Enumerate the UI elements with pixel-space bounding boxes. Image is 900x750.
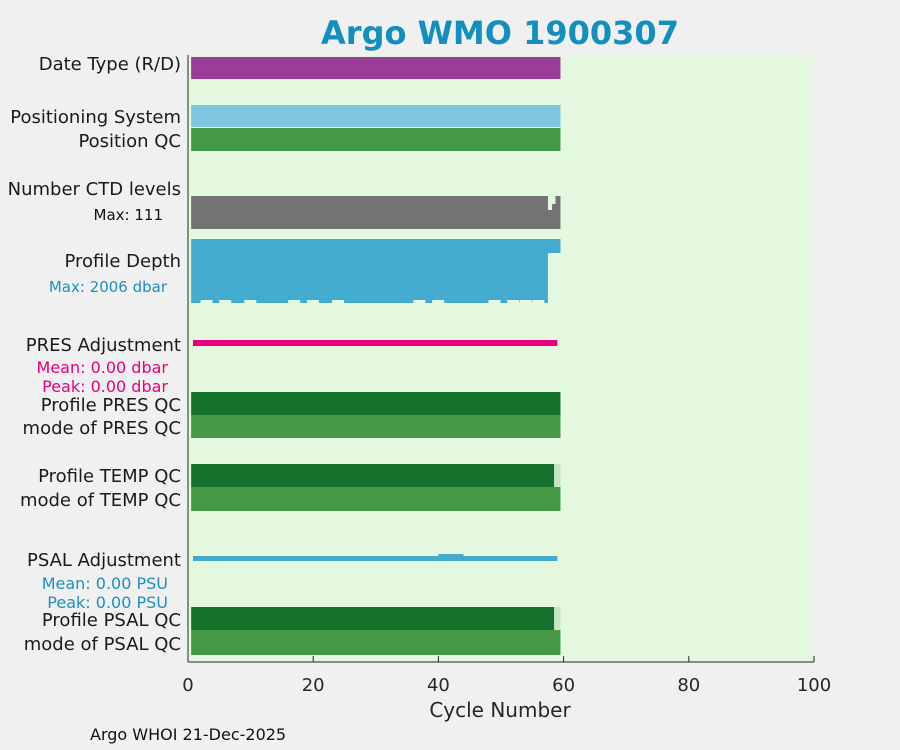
row-label-profile-psal-qc: Profile PSAL QC [42, 610, 181, 631]
row-label-number-ctd-levels: Number CTD levels [8, 179, 181, 200]
x-tick-label: 100 [797, 675, 831, 696]
x-tick-label: 80 [677, 675, 700, 696]
x-tick-label: 60 [552, 675, 575, 696]
bar-mode-pres-qc [191, 415, 561, 438]
profile-depth-notch [519, 300, 532, 303]
psal-adjustment-bump [438, 554, 464, 556]
footer-credit: Argo WHOI 21-Dec-2025 [90, 725, 287, 744]
profile-depth-notch [413, 300, 426, 303]
ctd-notch-dip [551, 196, 556, 204]
row-label-psal-adjustment: PSAL Adjustment [27, 550, 181, 571]
bar-profile-pres-qc [191, 392, 561, 415]
mean-label-psal-adjustment: Mean: 0.00 PSU [42, 574, 168, 593]
bar-positioning-system [191, 105, 561, 127]
row-label-profile-temp-qc: Profile TEMP QC [38, 466, 181, 487]
row-label-position-qc: Position QC [78, 131, 181, 152]
row-label-positioning-system: Positioning System [10, 107, 181, 128]
x-tick-label: 20 [302, 675, 325, 696]
profile-depth-notch [244, 300, 257, 303]
row-label-profile-depth: Profile Depth [64, 251, 181, 272]
bar-mode-temp-qc [191, 487, 561, 511]
bar-tail-profile-psal-qc [554, 607, 561, 630]
row-label-date-type: Date Type (R/D) [39, 54, 181, 75]
bars-group [191, 57, 562, 655]
profile-depth-notch [288, 300, 301, 303]
bar-tail-profile-temp-qc [554, 464, 561, 487]
bar-number-ctd-levels [191, 196, 561, 229]
bar-psal-adjustment [193, 556, 558, 561]
bar-date-type [191, 57, 561, 79]
sublabel-profile-depth: Max: 2006 dbar [49, 278, 168, 296]
row-label-mode-psal-qc: mode of PSAL QC [24, 634, 181, 655]
row-label-mode-temp-qc: mode of TEMP QC [20, 490, 181, 511]
row-label-mode-pres-qc: mode of PRES QC [23, 418, 181, 439]
profile-depth-notch [532, 300, 545, 303]
mean-label-pres-adjustment: Mean: 0.00 dbar [37, 358, 169, 377]
profile-depth-notch [200, 300, 213, 303]
profile-depth-notch [306, 300, 319, 303]
peak-label-psal-adjustment: Peak: 0.00 PSU [47, 593, 168, 612]
bar-profile-psal-qc [191, 607, 555, 630]
profile-depth-notch [432, 300, 445, 303]
profile-depth-notch [331, 300, 344, 303]
sublabel-number-ctd-levels: Max: 111 [94, 206, 163, 224]
x-tick-label: 40 [427, 675, 450, 696]
bar-pres-adjustment [193, 340, 558, 346]
row-label-profile-pres-qc: Profile PRES QC [41, 395, 181, 416]
row-label-pres-adjustment: PRES Adjustment [26, 335, 181, 356]
x-axis: 0 20 40 60 80 100 [182, 55, 831, 696]
chart-title: Argo WMO 1900307 [321, 14, 679, 52]
x-tick-label: 0 [182, 675, 193, 696]
profile-depth-notch [488, 300, 501, 303]
profile-depth-shallowest [554, 265, 562, 303]
peak-label-pres-adjustment: Peak: 0.00 dbar [42, 377, 168, 396]
bar-profile-depth [191, 239, 561, 303]
bar-mode-psal-qc [191, 630, 561, 655]
x-axis-label: Cycle Number [429, 698, 571, 722]
profile-depth-notch [219, 300, 232, 303]
bar-position-qc [191, 128, 561, 151]
profile-depth-notch [507, 300, 520, 303]
row-labels-group: Date Type (R/D) Positioning System Positio… [8, 54, 181, 655]
ctd-notch-upper [547, 196, 553, 210]
bar-profile-temp-qc [191, 464, 555, 487]
